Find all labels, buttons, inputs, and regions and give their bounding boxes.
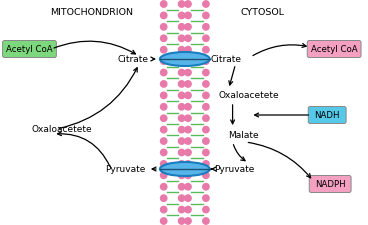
Circle shape: [178, 161, 185, 167]
Circle shape: [203, 218, 209, 224]
FancyBboxPatch shape: [307, 41, 361, 58]
Circle shape: [185, 2, 191, 8]
Circle shape: [185, 150, 191, 156]
Circle shape: [178, 115, 185, 122]
Circle shape: [203, 2, 209, 8]
Circle shape: [203, 70, 209, 76]
Circle shape: [203, 47, 209, 54]
Circle shape: [160, 184, 167, 190]
Circle shape: [178, 104, 185, 110]
Circle shape: [185, 104, 191, 110]
Circle shape: [203, 81, 209, 88]
Circle shape: [203, 115, 209, 122]
Circle shape: [160, 93, 167, 99]
Circle shape: [203, 127, 209, 133]
Circle shape: [178, 127, 185, 133]
Circle shape: [185, 93, 191, 99]
Ellipse shape: [160, 53, 210, 67]
Circle shape: [185, 184, 191, 190]
Text: NADPH: NADPH: [315, 180, 346, 189]
Text: Citrate: Citrate: [118, 55, 149, 64]
Circle shape: [203, 184, 209, 190]
Ellipse shape: [160, 162, 210, 176]
Circle shape: [160, 127, 167, 133]
Circle shape: [185, 138, 191, 145]
Text: MITOCHONDRION: MITOCHONDRION: [50, 8, 133, 17]
Circle shape: [160, 161, 167, 167]
Circle shape: [178, 36, 185, 42]
Circle shape: [203, 104, 209, 110]
Circle shape: [160, 70, 167, 76]
Circle shape: [178, 93, 185, 99]
Circle shape: [160, 36, 167, 42]
Circle shape: [203, 150, 209, 156]
Circle shape: [185, 36, 191, 42]
Text: CYTOSOL: CYTOSOL: [240, 8, 284, 17]
Circle shape: [160, 172, 167, 179]
Circle shape: [160, 207, 167, 213]
Circle shape: [185, 218, 191, 224]
Circle shape: [203, 207, 209, 213]
Circle shape: [203, 161, 209, 167]
Circle shape: [178, 13, 185, 20]
Text: Oxaloacetete: Oxaloacetete: [32, 125, 92, 134]
Circle shape: [160, 59, 167, 65]
Text: Citrate: Citrate: [211, 55, 242, 64]
Circle shape: [185, 59, 191, 65]
Circle shape: [185, 127, 191, 133]
Circle shape: [203, 13, 209, 20]
Circle shape: [160, 13, 167, 20]
Circle shape: [160, 115, 167, 122]
FancyBboxPatch shape: [308, 107, 346, 124]
Circle shape: [178, 59, 185, 65]
Circle shape: [185, 161, 191, 167]
Circle shape: [203, 195, 209, 201]
Circle shape: [178, 218, 185, 224]
Text: Malate: Malate: [229, 131, 259, 140]
Circle shape: [185, 81, 191, 88]
Circle shape: [185, 47, 191, 54]
Circle shape: [185, 195, 191, 201]
Text: Pyruvate: Pyruvate: [106, 165, 146, 174]
Text: NADH: NADH: [314, 111, 340, 120]
Circle shape: [160, 2, 167, 8]
Text: Oxaloacetete: Oxaloacetete: [219, 91, 279, 100]
Circle shape: [160, 104, 167, 110]
Circle shape: [178, 25, 185, 31]
Circle shape: [178, 70, 185, 76]
Text: Acetyl CoA: Acetyl CoA: [311, 45, 357, 54]
Circle shape: [203, 172, 209, 179]
Text: Acetyl CoA: Acetyl CoA: [6, 45, 53, 54]
Text: Pyruvate: Pyruvate: [214, 165, 254, 174]
Circle shape: [203, 138, 209, 145]
Circle shape: [160, 218, 167, 224]
Circle shape: [185, 70, 191, 76]
Circle shape: [185, 25, 191, 31]
Circle shape: [160, 25, 167, 31]
Circle shape: [178, 207, 185, 213]
Circle shape: [160, 81, 167, 88]
Circle shape: [178, 195, 185, 201]
Circle shape: [178, 172, 185, 179]
Circle shape: [178, 2, 185, 8]
Circle shape: [178, 47, 185, 54]
FancyBboxPatch shape: [3, 41, 56, 58]
Circle shape: [185, 115, 191, 122]
Circle shape: [178, 138, 185, 145]
Circle shape: [203, 93, 209, 99]
Circle shape: [203, 36, 209, 42]
Circle shape: [160, 47, 167, 54]
Circle shape: [178, 81, 185, 88]
Circle shape: [160, 195, 167, 201]
Circle shape: [160, 150, 167, 156]
Circle shape: [185, 13, 191, 20]
Circle shape: [203, 59, 209, 65]
Circle shape: [178, 184, 185, 190]
Circle shape: [160, 138, 167, 145]
Circle shape: [203, 25, 209, 31]
Circle shape: [185, 172, 191, 179]
Circle shape: [178, 150, 185, 156]
Circle shape: [185, 207, 191, 213]
FancyBboxPatch shape: [309, 176, 351, 193]
